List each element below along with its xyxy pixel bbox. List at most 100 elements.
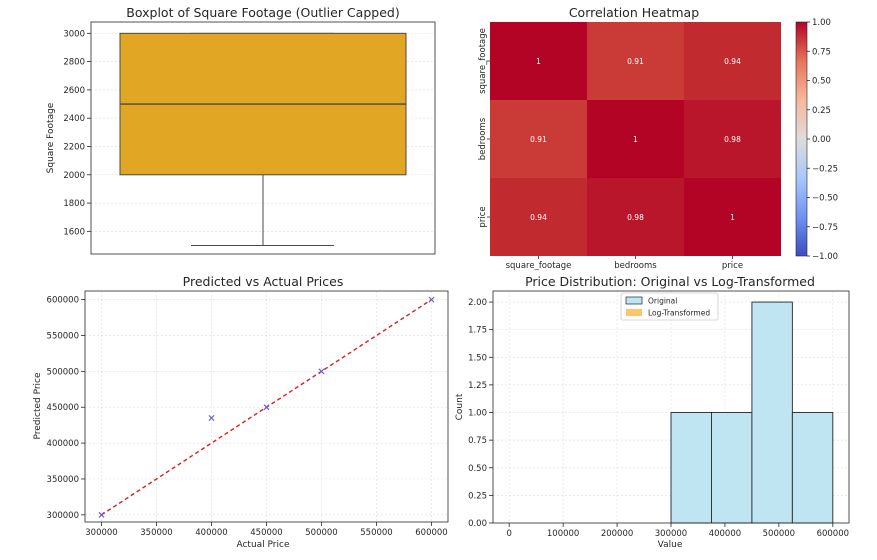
heatmap-cell-value: 1 [633, 135, 638, 144]
heatmap-axis-labels: square_footage square_footage bedrooms bedr… [478, 28, 743, 271]
heatmap-cell [587, 178, 684, 256]
histogram-y-tick-label: 2.00 [468, 298, 487, 308]
colorbar [795, 21, 808, 257]
scatter-point [318, 368, 325, 375]
boxplot-panel: Boxplot of Square Footage (Outlier Cappe… [46, 5, 436, 255]
boxplot-box [119, 32, 407, 247]
boxplot-y-tick-label: 1600 [63, 227, 85, 237]
scatter-x-tick-label: 300000 [85, 528, 117, 538]
heatmap-cell [587, 100, 684, 178]
histogram-y-tick-label: 0.50 [468, 464, 487, 474]
scatter-points [98, 296, 435, 518]
scatter-plot-area [84, 290, 449, 523]
colorbar-tick-label: 1.00 [812, 18, 831, 28]
scatter-x-tick-label: 550000 [360, 528, 392, 538]
scatter-gridlines [85, 291, 448, 522]
heatmap-cell [490, 22, 587, 100]
scatter-y-tick-label: 350000 [47, 475, 79, 485]
histogram-x-label: Value [658, 540, 683, 550]
scatter-panel: Predicted vs Actual Prices 300000 350000 4… [33, 274, 449, 550]
heatmap-y-label: price [478, 206, 488, 227]
colorbar-tick-label: 0.00 [812, 135, 831, 145]
heatmap-x-label: bedrooms [614, 261, 657, 271]
histogram-x-tick-label: 500000 [763, 529, 795, 539]
histogram-y-tick-label: 0.00 [468, 519, 487, 529]
boxplot-y-label: Square Footage [46, 102, 56, 173]
boxplot-y-ticks: 1600 1800 2000 2200 2400 2600 2800 3000 [63, 29, 91, 237]
histogram-x-tick-label: 200000 [601, 529, 633, 539]
boxplot-y-tick-label: 2800 [63, 58, 85, 68]
histogram-bar [751, 301, 793, 524]
heatmap-cell-value: 0.98 [627, 213, 644, 222]
histogram-bar [711, 412, 753, 524]
legend-swatch-log-transformed [626, 309, 642, 316]
histogram-x-tick-label: 100000 [547, 529, 579, 539]
histogram-y-tick-label: 0.75 [468, 436, 487, 446]
histogram-y-tick-label: 1.75 [468, 326, 487, 336]
scatter-y-tick-label: 450000 [47, 403, 79, 413]
legend-label-original: Original [648, 297, 677, 306]
boxplot-y-tick-label: 2200 [63, 142, 85, 152]
heatmap-cell [684, 178, 781, 256]
histogram-x-tick-label: 0 [506, 529, 511, 539]
scatter-y-tick-label: 500000 [47, 367, 79, 377]
histogram-y-tick-label: 1.50 [468, 353, 487, 363]
histogram-title: Price Distribution: Original vs Log-Tran… [525, 274, 815, 289]
scatter-x-tick-label: 400000 [195, 528, 227, 538]
heatmap-title: Correlation Heatmap [569, 5, 699, 20]
colorbar-tick-label: 0.75 [812, 47, 831, 57]
scatter-ticks: 300000 350000 400000 450000 500000 550000 6000… [47, 296, 448, 538]
heatmap-panel: Correlation Heatmap 1 0.91 0.94 0.91 1 0.98 0.… [478, 5, 838, 271]
histogram-y-tick-label: 0.25 [468, 491, 487, 501]
scatter-point [208, 414, 215, 421]
colorbar-tick-label: 0.50 [812, 77, 831, 87]
scatter-point [98, 511, 105, 518]
scatter-x-tick-label: 600000 [415, 528, 447, 538]
histogram-x-tick-label: 300000 [655, 529, 687, 539]
boxplot-title: Boxplot of Square Footage (Outlier Cappe… [126, 5, 399, 20]
scatter-point [428, 296, 435, 303]
heatmap-cell [684, 22, 781, 100]
heatmap-cell-value: 0.94 [530, 213, 547, 222]
boxplot-plot-area [90, 21, 436, 255]
heatmap-cell-value: 0.91 [530, 135, 547, 144]
heatmap-cell [684, 100, 781, 178]
legend-swatch-original [625, 296, 643, 305]
legend-frame [620, 292, 719, 321]
heatmap-cell [587, 22, 684, 100]
colorbar-tick-label: −0.50 [812, 194, 838, 204]
colorbar-tick-label: −1.00 [812, 252, 838, 262]
heatmap-cell [490, 178, 587, 256]
histogram-bars [670, 301, 834, 524]
histogram-plot-area [492, 290, 850, 524]
histogram-bar [670, 412, 712, 524]
heatmap-cell-value: 0.98 [724, 135, 741, 144]
histogram-ticks: 0 100000 200000 300000 400000 500000 600000 0.0… [468, 298, 849, 539]
scatter-y-label: Predicted Price [33, 372, 43, 440]
histogram-panel: Price Distribution: Original vs Log-Tran… [455, 274, 850, 550]
colorbar-ticks: −1.00 −0.75 −0.50 −0.25 0.00 0.25 0.50 0.75 1.00 [807, 18, 838, 262]
heatmap-cells: 1 0.91 0.94 0.91 1 0.98 0.94 0.98 1 [490, 22, 781, 256]
heatmap-cell [490, 100, 587, 178]
histogram-x-tick-label: 400000 [709, 529, 741, 539]
colorbar-tick-label: −0.75 [812, 223, 838, 233]
scatter-y-tick-label: 600000 [47, 296, 79, 306]
histogram-bar [791, 412, 834, 524]
legend-label-log-transformed: Log-Transformed [648, 309, 710, 318]
heatmap-y-label: square_footage [478, 28, 488, 94]
heatmap-x-label: square_footage [506, 261, 572, 271]
histogram-y-label: Count [455, 393, 465, 420]
scatter-x-label: Actual Price [236, 540, 289, 550]
histogram-y-tick-label: 1.25 [468, 381, 487, 391]
boxplot-y-tick-label: 3000 [63, 29, 85, 39]
colorbar-tick-label: −0.25 [812, 164, 838, 174]
histogram-y-tick-label: 1.00 [468, 409, 487, 419]
heatmap-cell-value: 1 [536, 57, 541, 66]
scatter-title: Predicted vs Actual Prices [183, 274, 344, 289]
boxplot-y-tick-label: 2000 [63, 171, 85, 181]
heatmap-y-label: bedrooms [478, 117, 488, 160]
heatmap-cell-value: 0.91 [627, 57, 644, 66]
scatter-point [263, 404, 270, 411]
histogram-x-tick-label: 600000 [817, 529, 849, 539]
